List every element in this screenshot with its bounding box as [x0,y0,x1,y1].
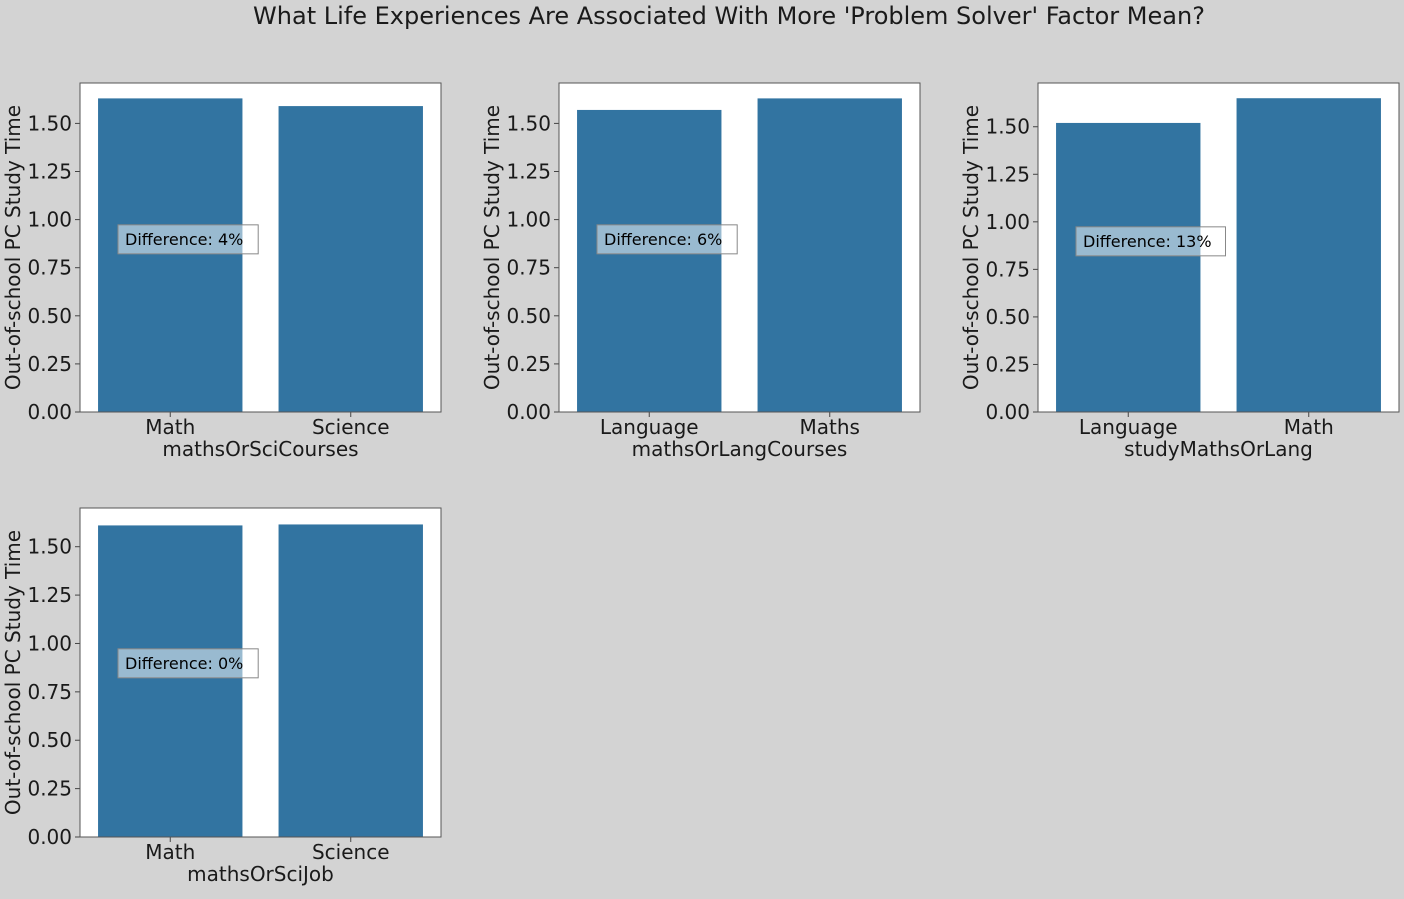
difference-annotation-box [117,648,259,679]
x-axis-label: mathsOrLangCourses [632,437,848,461]
bar-science [278,106,423,413]
y-tick-label: 0.00 [27,825,72,849]
bar-language [577,109,722,412]
bar-science [278,524,423,837]
chart-panel-study-maths-or-lang: Language Math 0.00 0.25 0.50 0.75 1.00 1.25 1.50… [959,82,1400,461]
y-tick-label: 0.50 [27,728,72,752]
y-tick-label: 1.25 [985,162,1030,186]
bar-math [98,98,243,412]
y-tick-label: 1.50 [27,535,72,559]
x-tick-label: Science [312,415,390,439]
y-tick-label: 1.50 [27,111,72,135]
chart-panel-maths-or-lang-courses: Language Maths 0.00 0.25 0.50 0.75 1.00 1.25 1.5… [480,82,921,461]
bar-math [98,525,243,837]
y-tick-label: 0.25 [27,777,72,801]
x-tick-label: Science [312,840,390,864]
difference-annotation: Difference: 6% [596,224,738,255]
x-tick-label: Math [145,415,195,439]
y-tick-label: 1.25 [506,160,551,184]
axes-frame [79,82,442,413]
y-axis-label: Out-of-school PC Study Time [959,105,983,390]
y-axis-label: Out-of-school PC Study Time [1,105,25,390]
x-tick-label: Math [145,840,195,864]
y-tick-label: 0.25 [27,352,72,376]
y-tick-label: 0.00 [985,400,1030,424]
y-tick-label: 0.25 [506,352,551,376]
chart-panel-maths-or-sci-job: Math Science 0.00 0.25 0.50 0.75 1.00 1.25 1.50 m… [1,507,442,886]
y-axis-label: Out-of-school PC Study Time [1,530,25,815]
axes-frame [1037,82,1400,413]
x-axis-label: studyMathsOrLang [1124,437,1313,461]
y-tick-label: 0.25 [985,352,1030,376]
y-tick-label: 0.75 [27,680,72,704]
x-tick-label: Language [1079,415,1178,439]
y-tick-label: 1.00 [27,631,72,655]
difference-annotation-text: Difference: 13% [1083,232,1212,251]
difference-annotation-text: Difference: 6% [604,230,722,249]
x-tick-label: Maths [800,415,860,439]
chart-panel-maths-or-sci-courses: Math Science 0.00 0.25 0.50 0.75 1.00 1.25 1.50 m… [1,82,442,461]
x-tick-label: Math [1284,415,1334,439]
y-tick-label: 0.50 [27,304,72,328]
y-tick-label: 0.75 [985,257,1030,281]
x-axis-label: mathsOrSciCourses [162,437,358,461]
y-tick-label: 0.75 [27,256,72,280]
y-tick-label: 0.00 [506,400,551,424]
bar-math [1236,98,1381,413]
bar-maths [757,98,902,412]
y-tick-label: 0.75 [506,256,551,280]
x-tick-label: Language [600,415,699,439]
difference-annotation-text: Difference: 4% [125,230,243,249]
difference-annotation: Difference: 4% [117,224,259,255]
y-tick-label: 0.50 [506,304,551,328]
bar-language [1056,122,1201,413]
difference-annotation: Difference: 13% [1075,226,1226,257]
difference-annotation: Difference: 0% [117,648,259,679]
y-tick-label: 1.25 [27,583,72,607]
difference-annotation-text: Difference: 0% [125,654,243,673]
figure-title: What Life Experiences Are Associated Wit… [253,2,1205,30]
y-axis-label: Out-of-school PC Study Time [480,105,504,390]
y-tick-label: 1.25 [27,160,72,184]
x-axis-label: mathsOrSciJob [187,862,334,886]
difference-annotation-box [1075,226,1226,257]
y-tick-label: 0.50 [985,305,1030,329]
y-tick-label: 1.50 [506,111,551,135]
axes-frame [558,82,921,413]
y-tick-label: 1.00 [27,208,72,232]
y-tick-label: 1.50 [985,115,1030,139]
y-tick-label: 1.00 [506,208,551,232]
y-tick-label: 1.00 [985,210,1030,234]
difference-annotation-box [117,224,259,255]
axes-frame [79,507,442,838]
y-tick-label: 0.00 [27,400,72,424]
difference-annotation-box [596,224,738,255]
